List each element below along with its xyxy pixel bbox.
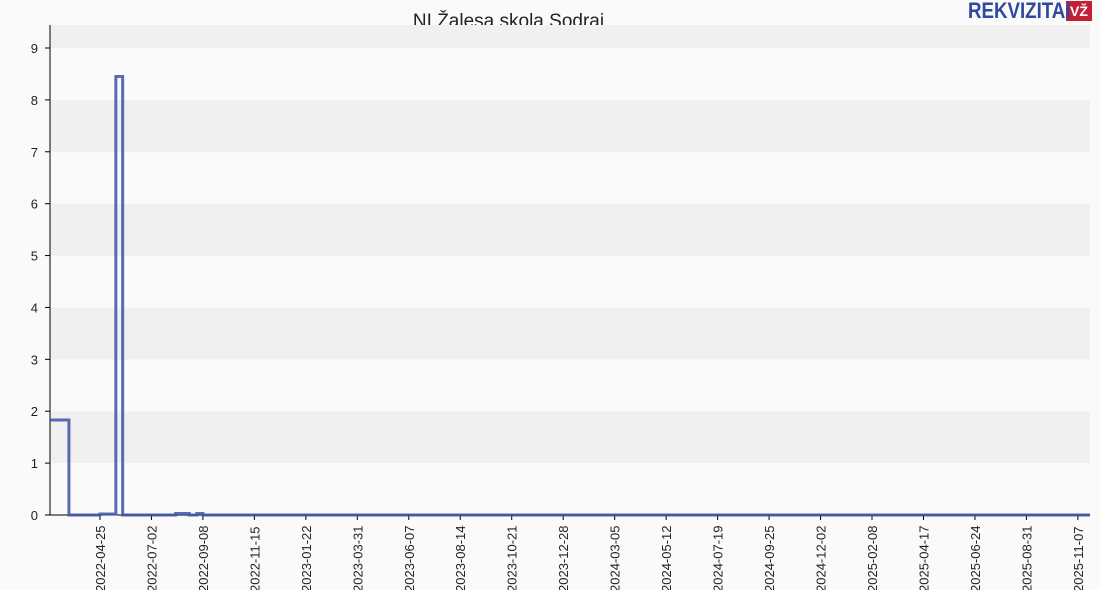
y-tick-label: 8 <box>31 93 38 108</box>
x-tick-label: 2025-04-17 <box>916 526 931 590</box>
x-tick-label: 2024-09-25 <box>762 526 777 590</box>
x-tick-label: 2022-09-08 <box>196 526 211 590</box>
x-tick-label: 2022-11-15 <box>247 526 262 590</box>
y-tick-label: 0 <box>31 508 38 523</box>
y-tick-label: 5 <box>31 249 38 264</box>
x-tick-label: 2023-12-28 <box>556 526 571 590</box>
grid-band <box>50 151 1090 204</box>
data-series-line <box>50 75 1090 517</box>
grid-band <box>50 203 1090 256</box>
x-tick-label: 2025-02-08 <box>865 526 880 590</box>
y-tick-label: 4 <box>31 300 38 315</box>
x-tick-label: 2022-07-02 <box>144 526 159 590</box>
x-tick-label: 2023-01-22 <box>299 526 314 590</box>
x-tick-label: 2024-07-19 <box>711 526 726 590</box>
grid-band <box>50 359 1090 412</box>
grid-band <box>50 48 1090 100</box>
logo-text: REKVIZITAI <box>968 0 1071 23</box>
grid-band <box>50 411 1090 464</box>
x-tick-label: 2023-03-31 <box>350 526 365 590</box>
y-tick-label: 7 <box>31 145 38 160</box>
x-tick-label: 2023-06-07 <box>402 526 417 590</box>
grid-band <box>50 99 1090 152</box>
x-tick-label: 2024-05-12 <box>659 526 674 590</box>
y-tick-label: 9 <box>31 41 38 56</box>
y-tick-label: 2 <box>31 404 38 419</box>
x-tick-label: 2022-04-25 <box>93 526 108 590</box>
grid-band <box>50 255 1090 308</box>
grid-band <box>50 307 1090 360</box>
x-tick-label: 2023-08-14 <box>453 526 468 590</box>
x-tick-label: 2023-10-21 <box>505 526 520 590</box>
grid-band <box>50 463 1090 515</box>
x-tick-label: 2024-12-02 <box>814 526 829 590</box>
x-tick-label: 2025-06-24 <box>968 526 983 590</box>
x-tick-label: 2025-11-07 <box>1071 526 1086 590</box>
grid-band <box>50 25 1090 48</box>
rekvizitai-logo: REKVIZITAI VŽ <box>968 0 1092 23</box>
y-tick-label: 1 <box>31 456 38 471</box>
x-tick-label: 2025-08-31 <box>1019 526 1034 590</box>
x-tick-label: 2024-03-05 <box>608 526 623 590</box>
y-tick-label: 3 <box>31 352 38 367</box>
logo-badge: VŽ <box>1066 1 1092 21</box>
y-tick-label: 6 <box>31 197 38 212</box>
